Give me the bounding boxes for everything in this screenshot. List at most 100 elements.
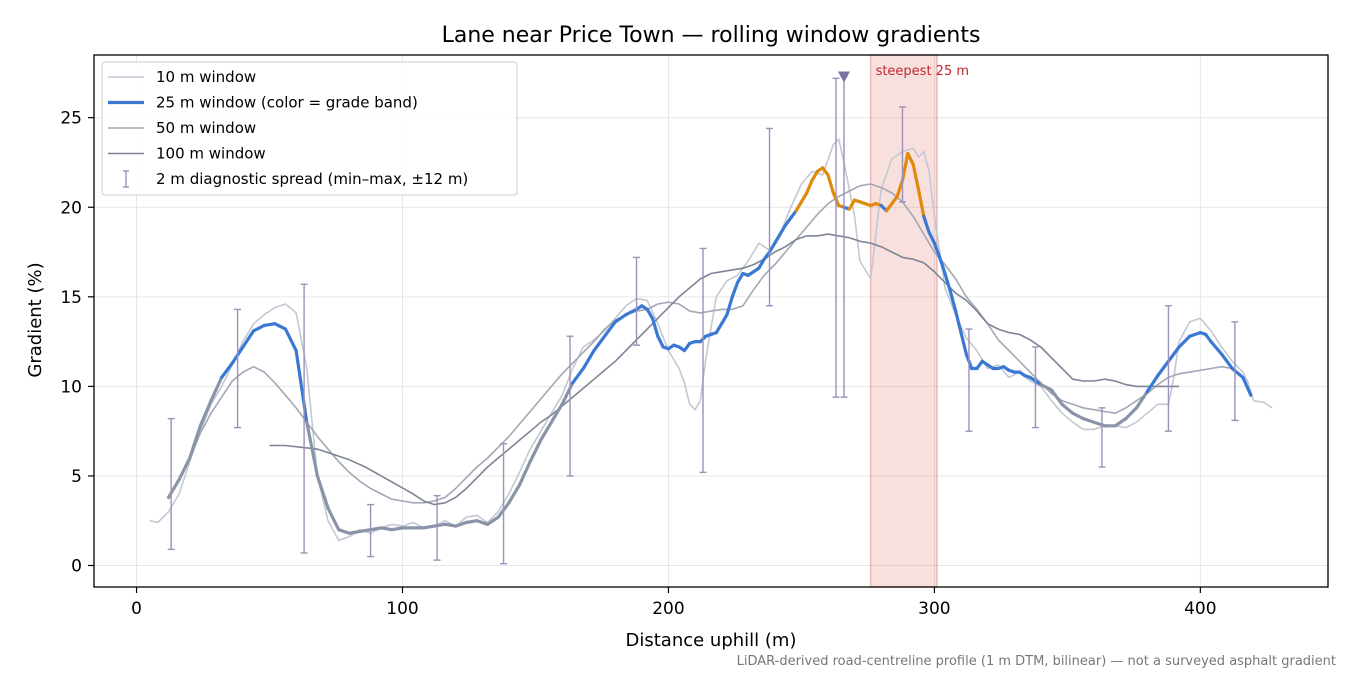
diagnostic-spread-bar	[1031, 346, 1039, 429]
steepest-highlight: steepest 25 m	[869, 54, 969, 588]
series-25m-segment	[916, 187, 926, 218]
series-25m-segment	[773, 232, 782, 245]
series-25m-segment	[166, 477, 181, 500]
diagnostic-spread-bar	[234, 308, 242, 429]
series-25m-segment	[714, 322, 724, 335]
series-25m-segment	[390, 526, 405, 532]
diagnostic-spread-bar	[832, 77, 840, 398]
y-tick-label: 5	[71, 467, 82, 487]
series-25m-segment	[443, 522, 458, 528]
diagnostic-spread-bar	[367, 503, 375, 558]
series-25m-segment	[932, 241, 942, 260]
x-tick-label: 100	[386, 599, 418, 619]
axes: 0 100 200 300 400 0 5 10 15 20 25	[60, 54, 1329, 619]
series-25m-segment	[454, 520, 468, 528]
series-25m-segment	[613, 313, 628, 324]
series-25m-segment	[767, 241, 777, 254]
series-25m-segment	[262, 322, 277, 328]
x-tick-label: 300	[918, 599, 950, 619]
legend-box	[101, 61, 518, 196]
series-25m-segment	[1220, 352, 1234, 371]
series-25m-segment	[895, 178, 905, 199]
diagnostic-spread-bar	[1231, 321, 1239, 422]
series-25m-segment	[294, 348, 309, 424]
series-25m-segment	[1060, 402, 1075, 415]
series-25m-segment	[624, 307, 639, 317]
legend-item: 100 m window	[108, 145, 266, 163]
series-25m-segment	[757, 257, 766, 270]
series-25m-segment	[735, 271, 745, 285]
legend-label: 10 m window	[156, 68, 256, 86]
series-25m-segment	[1241, 375, 1253, 397]
series-25m-segment	[315, 474, 330, 510]
series-25m-segment	[326, 506, 341, 532]
series-25m-segment	[603, 320, 617, 338]
series-25m-segment	[906, 151, 915, 166]
series-25m-segment	[650, 316, 660, 338]
series-25m-segment	[959, 331, 968, 356]
series-25m-segment	[1124, 406, 1139, 421]
series-25m-segment	[358, 528, 373, 534]
series-25m-segment	[507, 483, 522, 505]
x-axis-label: Distance uphill (m)	[626, 630, 797, 651]
series-group	[149, 138, 1273, 542]
legend-label: 2 m diagnostic spread (min–max, ±12 m)	[156, 170, 468, 188]
legend-item: 50 m window	[108, 119, 256, 137]
series-25m-segment	[1134, 390, 1149, 410]
y-tick-label: 10	[60, 377, 82, 397]
series-25m-segment	[847, 198, 857, 211]
series-25m-segment	[581, 348, 596, 371]
series-25m-segment	[656, 334, 665, 349]
series-25m-segment	[720, 313, 729, 326]
steepest-band	[869, 54, 938, 588]
series-25m-segment	[943, 271, 952, 294]
series-25m-segment	[379, 526, 394, 532]
series-25m-segment	[539, 420, 554, 442]
series-25m-segment	[528, 438, 543, 464]
series-25m-segment	[486, 515, 500, 526]
steepest-marker-group	[837, 71, 850, 83]
series-25m-segment	[464, 519, 479, 525]
series-50m-line	[167, 183, 1233, 504]
legend-item: 25 m window (color = grade band)	[108, 94, 418, 112]
series-25m-segment	[368, 526, 383, 532]
series-25m-segment	[805, 178, 814, 195]
series-25m-segment	[911, 162, 921, 191]
diagnostic-spread-bar	[300, 283, 308, 554]
series-25m-segment	[938, 255, 947, 276]
series-25m-segment	[198, 399, 213, 428]
y-tick-label: 15	[60, 288, 82, 308]
series-25m-segment	[422, 524, 437, 530]
x-tick-label: 0	[131, 599, 142, 619]
series-25m-segment	[560, 381, 575, 406]
legend: 10 m window 25 m window (color = grade ba…	[101, 61, 518, 196]
series-25m-segment	[826, 173, 835, 195]
series-25m-segment	[209, 375, 224, 403]
series-25m-segment	[799, 191, 809, 204]
series-25m-segment	[645, 307, 655, 320]
series-25m-segment	[730, 280, 740, 299]
series-25m-segment	[347, 529, 362, 535]
diagnostic-spread-bar	[1098, 407, 1106, 468]
series-25m-segment	[1081, 417, 1096, 424]
series-25m-segment	[922, 214, 931, 234]
series-25m-segment	[305, 420, 314, 451]
diagnostic-spread-bar	[1164, 305, 1172, 432]
series-25m-segment	[1113, 417, 1128, 428]
legend-label: 25 m window (color = grade band)	[156, 94, 418, 112]
footnote: LiDAR-derived road-centreline profile (1…	[737, 654, 1336, 669]
series-25m-segment	[273, 322, 288, 331]
series-25m-segment	[1071, 411, 1085, 421]
series-25m-segment	[1209, 339, 1224, 356]
chart-title: Lane near Price Town — rolling window gr…	[442, 23, 981, 48]
y-tick-label: 20	[60, 198, 82, 218]
series-25m-segment	[1188, 331, 1202, 338]
series-25m-segment	[1156, 359, 1171, 378]
legend-label: 100 m window	[156, 145, 266, 163]
series-25m-segment	[927, 230, 936, 245]
series-25m-segment	[337, 528, 351, 535]
x-tick-label: 400	[1184, 599, 1216, 619]
series-25m-segment	[517, 460, 532, 487]
series-25m-segment	[177, 456, 192, 482]
